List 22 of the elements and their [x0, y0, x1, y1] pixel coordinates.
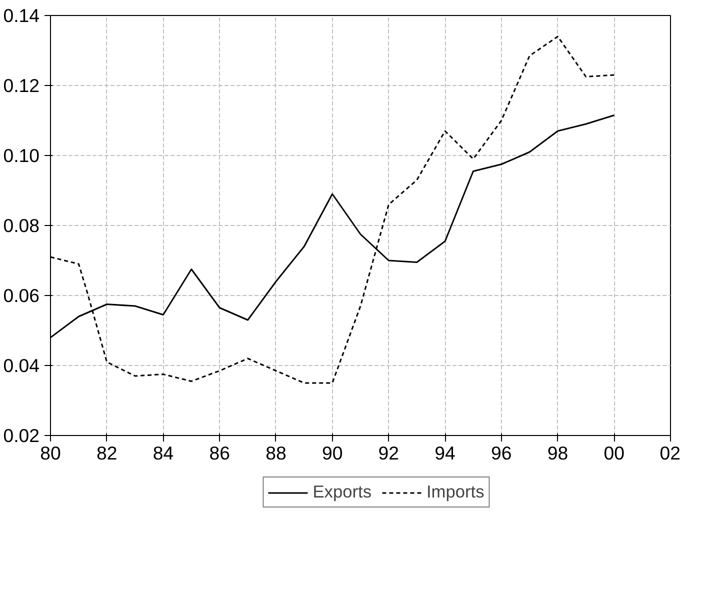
legend-label: Exports [312, 482, 372, 502]
x-tick-label: 92 [378, 442, 400, 464]
y-tick-label: 0.06 [3, 285, 40, 306]
x-tick-label: 86 [209, 442, 230, 464]
x-tick-label: 98 [547, 442, 568, 464]
y-tick-label: 0.10 [3, 145, 40, 166]
y-tick-label: 0.12 [3, 75, 40, 96]
legend-label: Imports [426, 482, 484, 502]
x-tick-label: 84 [152, 442, 174, 464]
x-tick-label: 90 [322, 442, 343, 464]
y-tick-label: 0.04 [3, 355, 40, 376]
x-tick-label: 80 [40, 442, 61, 464]
x-tick-label: 02 [660, 442, 681, 464]
line-series [50, 36, 615, 384]
y-tick-label: 0.02 [3, 425, 40, 446]
x-tick-label: 88 [266, 442, 286, 464]
x-tick-label: 82 [96, 442, 118, 464]
y-tick-label: 0.08 [3, 215, 40, 236]
y-tick-label: 0.14 [3, 5, 40, 26]
x-tick-label: 00 [604, 442, 625, 464]
x-tick-label: 94 [434, 442, 456, 464]
x-tick-label: 96 [491, 442, 512, 464]
